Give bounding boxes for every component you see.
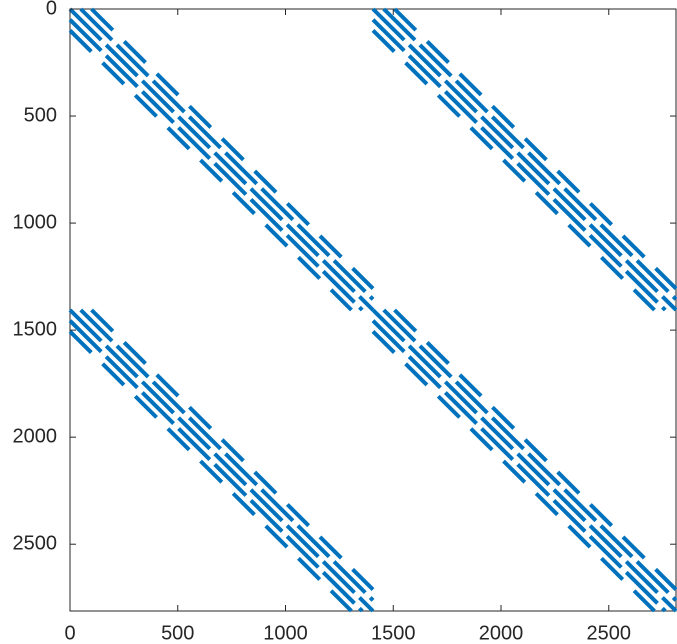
y-tick-label: 2500 — [13, 532, 58, 554]
diagonal-band — [393, 7, 677, 291]
diagonal-band — [371, 308, 677, 613]
x-tick-label: 2500 — [587, 622, 632, 644]
x-tick-label: 2000 — [479, 622, 524, 644]
diagonal-band — [68, 18, 364, 312]
diagonal-band — [393, 308, 677, 592]
diagonal-band — [68, 319, 364, 613]
y-tick-label: 1500 — [13, 318, 58, 340]
diagonal-band — [68, 308, 375, 613]
diagonal-band — [90, 308, 375, 592]
y-tick-label: 0 — [46, 0, 57, 19]
diagonal-band — [371, 18, 667, 312]
diagonal-band — [68, 329, 353, 613]
diagonal-band — [90, 7, 375, 291]
y-tick-label: 2000 — [13, 425, 58, 447]
x-tick-label: 0 — [64, 622, 75, 644]
x-tick-label: 1000 — [263, 622, 308, 644]
diagonal-band — [371, 319, 667, 613]
diagonal-band — [371, 7, 677, 312]
diagonal-band — [382, 308, 677, 602]
diagonal-band — [371, 329, 656, 613]
diagonal-band — [68, 7, 375, 312]
diagonal-band — [382, 7, 677, 301]
x-tick-label: 1500 — [371, 622, 416, 644]
diagonal-band — [371, 28, 656, 312]
diagonal-band — [68, 28, 353, 312]
y-tick-label: 500 — [24, 104, 57, 126]
x-tick-label: 500 — [161, 622, 194, 644]
y-tick-label: 1000 — [13, 211, 58, 233]
diagonal-band — [79, 308, 375, 602]
diagonal-band — [79, 7, 375, 301]
